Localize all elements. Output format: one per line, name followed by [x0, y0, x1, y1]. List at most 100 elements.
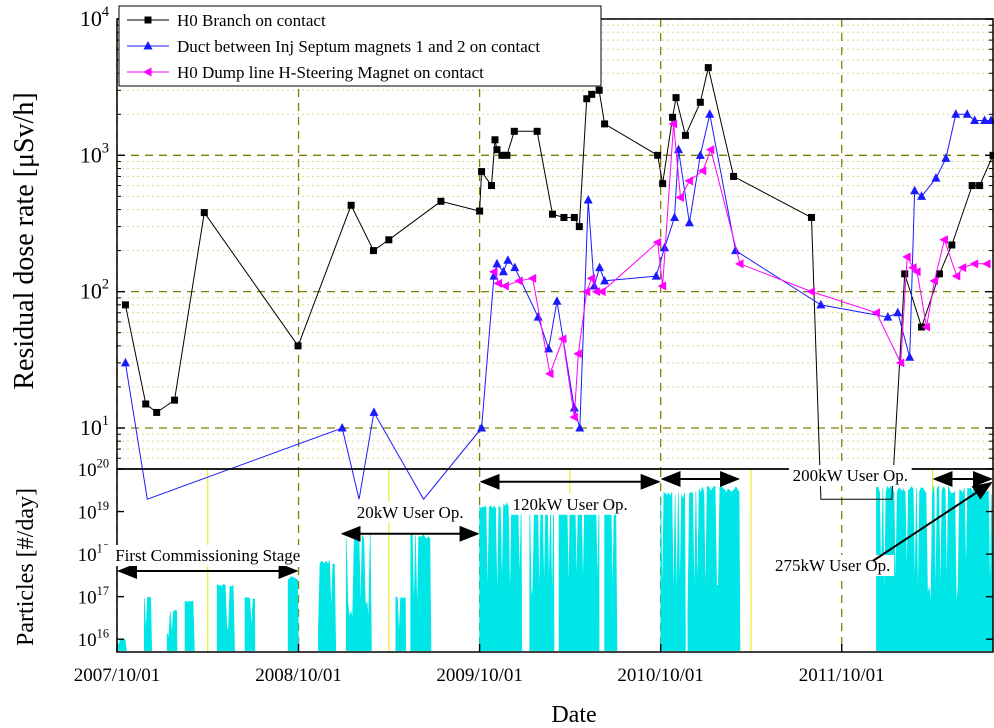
y-tick-label: 103: [80, 140, 109, 167]
data-point: [595, 86, 603, 94]
annotation-background: [101, 545, 315, 567]
data-point: [704, 64, 712, 72]
annotation-background: [508, 493, 632, 515]
data-point: [498, 266, 508, 276]
data-point: [652, 237, 662, 247]
data-point: [498, 151, 506, 159]
data-point: [476, 207, 484, 215]
particles-y-axis-label: Particles [#/day]: [13, 488, 39, 646]
annotation-background: [352, 501, 468, 523]
data-point: [294, 342, 302, 350]
data-point: [986, 115, 994, 125]
data-point: [970, 115, 980, 125]
x-axis-label: Date: [551, 702, 596, 728]
data-point: [684, 176, 693, 186]
y-tick-label: 1016: [78, 627, 109, 652]
data-point: [493, 146, 501, 154]
data-point: [917, 191, 927, 200]
data-point: [171, 396, 179, 404]
particles-burst: [318, 560, 337, 651]
data-point: [488, 267, 498, 277]
data-point: [575, 223, 583, 231]
data-point: [982, 259, 991, 269]
x-tick-label: 2011/10/01: [799, 665, 885, 686]
data-point: [500, 281, 509, 291]
data-point: [591, 287, 601, 297]
data-point: [533, 312, 543, 321]
data-point: [807, 213, 815, 221]
particles-burst: [345, 533, 372, 651]
data-point: [437, 197, 445, 205]
data-point: [477, 422, 487, 432]
data-point: [337, 422, 347, 432]
data-point: [583, 95, 591, 103]
data-point: [669, 113, 677, 121]
data-point: [654, 151, 662, 159]
particles-burst: [410, 533, 432, 651]
data-point: [510, 127, 518, 135]
x-tick-label: 2007/10/01: [74, 665, 161, 686]
data-point: [660, 242, 670, 252]
data-point: [948, 241, 956, 249]
particles-burst: [395, 596, 407, 651]
annotation-label: First Commissioning Stage: [115, 546, 300, 565]
data-point: [657, 281, 667, 291]
data-point: [941, 153, 951, 162]
legend-marker: [143, 41, 153, 50]
data-point: [569, 403, 579, 412]
series-1: [120, 109, 994, 501]
legend-box: [118, 5, 602, 87]
data-point: [902, 252, 911, 262]
data-point: [200, 209, 208, 217]
dose-series: [120, 64, 994, 501]
data-point: [929, 276, 938, 286]
legend-label: H0 Dump line H-Steering Magnet on contac…: [177, 63, 484, 82]
data-point: [730, 172, 738, 180]
particles-burst: [184, 600, 195, 651]
x-tick-label: 2009/10/01: [436, 665, 523, 686]
data-point: [510, 262, 520, 272]
data-point: [969, 259, 979, 269]
particles-bursts: [116, 485, 994, 651]
data-point: [569, 412, 578, 422]
y-tick-label: 104: [80, 4, 109, 31]
legend: H0 Branch on contact Duct between Inj Sep…: [118, 5, 602, 87]
data-point: [491, 136, 499, 144]
legend-marker: [143, 67, 152, 77]
series-line: [493, 123, 987, 418]
data-point: [503, 255, 513, 264]
data-point: [675, 193, 684, 203]
particles-burst: [244, 597, 256, 651]
data-point: [503, 151, 511, 159]
y-tick-label: 102: [80, 277, 109, 304]
data-point: [588, 90, 596, 98]
data-point: [549, 210, 557, 218]
data-point: [895, 358, 905, 368]
data-point: [735, 259, 744, 269]
data-point: [385, 236, 393, 244]
annotation-background: [771, 555, 895, 576]
data-point: [488, 182, 496, 190]
data-point: [597, 287, 606, 297]
data-point: [121, 301, 129, 309]
annotation-label: 200kW User Op.: [793, 466, 908, 485]
data-point: [557, 334, 567, 344]
axis-ticks: 101102103104101610171018101910202007/10/…: [74, 4, 993, 686]
annotation-pointer: [872, 481, 993, 562]
data-point: [951, 271, 961, 281]
series-0: [121, 64, 994, 500]
data-point: [935, 270, 943, 278]
data-point: [696, 98, 704, 106]
particles-burst: [479, 502, 523, 651]
data-point: [583, 195, 593, 204]
data-point: [552, 296, 562, 305]
data-point: [908, 263, 917, 273]
data-point: [120, 357, 130, 367]
series-line: [124, 113, 991, 501]
particles-burst: [116, 638, 127, 651]
data-point: [670, 212, 680, 221]
data-point: [575, 422, 585, 432]
data-point: [731, 245, 741, 255]
legend-label: H0 Branch on contact: [177, 11, 326, 30]
